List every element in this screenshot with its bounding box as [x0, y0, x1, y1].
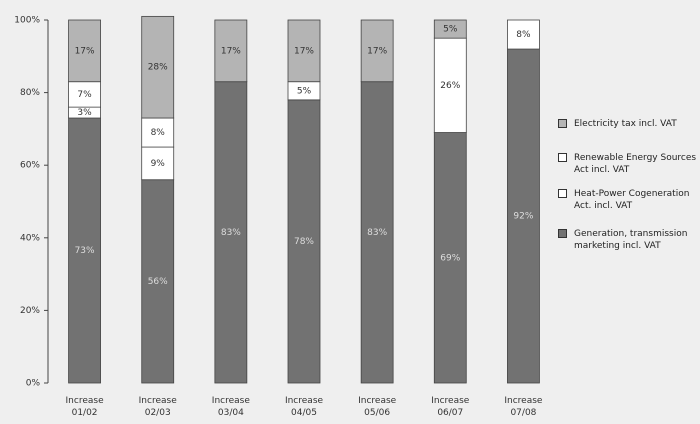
legend-label: Heat-Power Cogeneration Act. incl. VAT — [574, 189, 690, 211]
legend-item: Electricity tax incl. VAT — [558, 118, 698, 130]
data-label: 83% — [367, 228, 387, 238]
data-label: 17% — [294, 46, 314, 56]
legend-item: Renewable Energy Sources Act incl. VAT — [558, 152, 698, 176]
x-tick-label: Increase 03/04 — [211, 396, 250, 418]
data-label: 5% — [443, 25, 458, 35]
x-tick-label: Increase 05/06 — [358, 396, 397, 418]
y-tick-label: 20% — [20, 306, 40, 316]
y-tick-label: 0% — [26, 379, 41, 389]
legend-swatch — [558, 229, 567, 238]
data-label: 92% — [513, 212, 533, 222]
data-label: 78% — [294, 237, 314, 247]
legend-label: Electricity tax incl. VAT — [574, 119, 677, 129]
x-tick-label: Increase 07/08 — [504, 396, 543, 418]
legend-swatch — [558, 119, 567, 128]
data-label: 17% — [221, 46, 241, 56]
legend-swatch — [558, 153, 567, 162]
bar-segment — [68, 19, 101, 83]
legend-label: Renewable Energy Sources Act incl. VAT — [574, 153, 697, 175]
x-tick-label: Increase 02/03 — [138, 396, 177, 418]
bar-segment — [287, 99, 321, 384]
bar-segment — [433, 37, 467, 133]
data-label: 3% — [77, 108, 92, 118]
y-tick-label: 100% — [14, 16, 40, 26]
data-label: 8% — [151, 128, 166, 138]
bar-segment — [68, 117, 101, 384]
legend-item: Generation, transmission marketing incl.… — [558, 228, 698, 252]
data-label: 9% — [151, 159, 166, 169]
data-label: 83% — [221, 228, 241, 238]
bar-segment — [141, 146, 175, 181]
data-label: 26% — [440, 81, 460, 91]
bar-segment — [433, 19, 467, 39]
bar-segment — [360, 19, 394, 83]
bar-segment — [507, 19, 540, 50]
y-tick-label: 80% — [20, 88, 40, 98]
bar-segment — [68, 81, 101, 108]
x-tick-label: Increase 01/02 — [65, 396, 104, 418]
data-label: 28% — [148, 63, 168, 73]
bar-segment — [214, 19, 248, 83]
data-label: 7% — [77, 90, 92, 100]
data-label: 17% — [75, 46, 95, 56]
bar-segment — [141, 179, 175, 384]
legend-swatch — [558, 189, 567, 198]
x-tick-label: Increase 06/07 — [431, 396, 470, 418]
x-tick-label: Increase 04/05 — [284, 396, 324, 418]
data-label: 8% — [516, 30, 531, 40]
bar-segment — [433, 132, 467, 384]
y-tick-label: 60% — [20, 161, 40, 171]
data-label: 17% — [367, 46, 387, 56]
legend-item: Heat-Power Cogeneration Act. incl. VAT — [558, 188, 698, 212]
bar-segment — [214, 81, 248, 384]
bar-segment — [287, 19, 321, 83]
legend-label: Generation, transmission marketing incl.… — [574, 229, 688, 251]
bar-segment — [141, 117, 175, 148]
data-label: 73% — [75, 246, 95, 256]
bar-segment — [360, 81, 394, 384]
data-label: 5% — [297, 86, 312, 96]
data-label: 69% — [440, 253, 460, 263]
bar-segment — [141, 15, 175, 119]
y-tick-label: 40% — [20, 233, 40, 243]
data-label: 56% — [148, 277, 168, 287]
